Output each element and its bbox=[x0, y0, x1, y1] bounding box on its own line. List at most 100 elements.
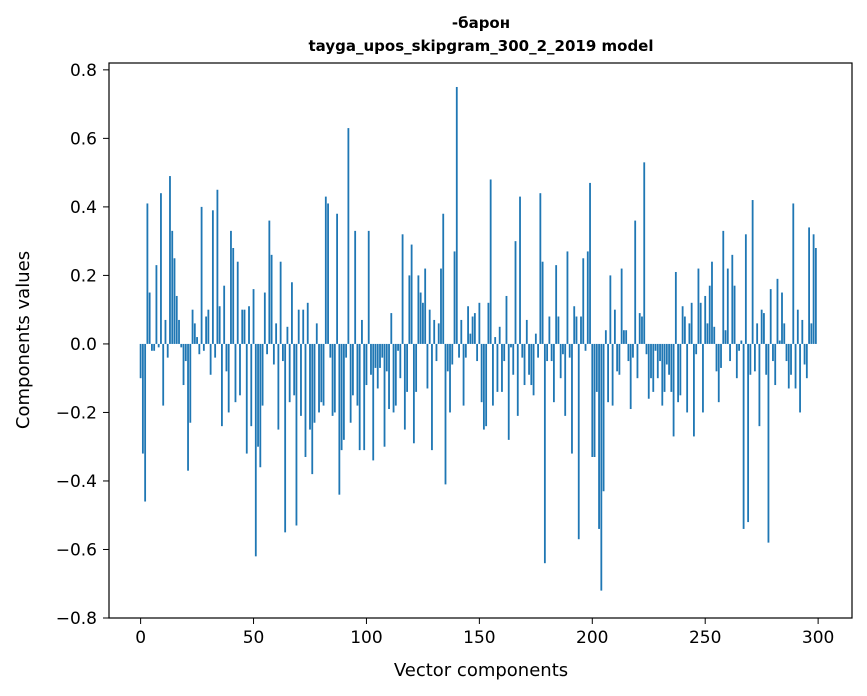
bar bbox=[433, 319, 436, 344]
bar bbox=[354, 230, 357, 344]
bar bbox=[442, 213, 445, 344]
bar bbox=[697, 268, 700, 344]
bar bbox=[604, 330, 607, 344]
bar bbox=[487, 302, 490, 344]
y-tick-label: 0.8 bbox=[70, 61, 97, 81]
bar bbox=[573, 306, 576, 344]
bar bbox=[503, 343, 506, 362]
bar bbox=[577, 343, 580, 540]
bar bbox=[686, 343, 689, 413]
bar bbox=[575, 316, 578, 344]
bar bbox=[792, 203, 795, 344]
bar bbox=[568, 343, 571, 358]
bar bbox=[607, 343, 609, 403]
bar bbox=[151, 343, 153, 351]
bar bbox=[688, 323, 691, 344]
x-tick-label: 100 bbox=[350, 628, 382, 648]
bar bbox=[733, 285, 736, 344]
bar bbox=[760, 309, 763, 344]
bar bbox=[672, 343, 675, 437]
bar bbox=[372, 343, 375, 461]
bar bbox=[227, 343, 230, 413]
bar bbox=[239, 343, 241, 396]
bar bbox=[243, 309, 246, 344]
bar bbox=[586, 251, 589, 344]
bar bbox=[620, 268, 623, 344]
bar bbox=[248, 306, 250, 344]
bar bbox=[304, 343, 307, 457]
bar bbox=[492, 343, 494, 406]
bar bbox=[291, 282, 293, 344]
bar bbox=[498, 326, 501, 344]
bar bbox=[618, 343, 621, 375]
bar bbox=[571, 343, 573, 454]
bar bbox=[747, 343, 750, 523]
bar bbox=[221, 343, 223, 427]
bar bbox=[399, 343, 402, 379]
bar bbox=[211, 210, 214, 344]
bar bbox=[162, 343, 165, 406]
bar bbox=[790, 343, 792, 375]
bar bbox=[650, 343, 652, 379]
x-tick-label: 50 bbox=[243, 628, 265, 648]
bar bbox=[729, 343, 731, 362]
bar bbox=[738, 343, 740, 351]
bar bbox=[611, 343, 614, 406]
bar bbox=[449, 343, 451, 413]
bar bbox=[654, 343, 657, 351]
x-axis-label: Vector components bbox=[394, 660, 568, 681]
bar bbox=[340, 343, 343, 451]
bar bbox=[805, 343, 808, 379]
bar bbox=[320, 343, 323, 403]
bar bbox=[300, 343, 302, 416]
bar bbox=[455, 86, 458, 344]
bar bbox=[613, 309, 616, 344]
bar bbox=[327, 203, 329, 344]
bar bbox=[412, 343, 415, 444]
bar bbox=[580, 316, 582, 344]
x-tick-label: 150 bbox=[463, 628, 495, 648]
y-tick-label: −0.8 bbox=[56, 609, 97, 629]
bar bbox=[557, 316, 560, 344]
bar bbox=[277, 343, 280, 430]
bar bbox=[589, 182, 591, 344]
bar bbox=[331, 343, 334, 416]
bar bbox=[519, 196, 521, 344]
bar bbox=[406, 343, 409, 392]
bar bbox=[715, 343, 718, 372]
bar bbox=[381, 343, 384, 358]
bar bbox=[595, 343, 598, 392]
y-tick-label: 0.6 bbox=[70, 129, 97, 149]
bar bbox=[281, 343, 284, 362]
bar bbox=[625, 330, 628, 344]
bar bbox=[241, 309, 244, 344]
bars-group bbox=[139, 86, 817, 591]
x-tick-label: 250 bbox=[689, 628, 721, 648]
bar bbox=[209, 343, 212, 375]
bar bbox=[318, 343, 320, 413]
bar bbox=[681, 306, 684, 344]
bar bbox=[774, 343, 777, 386]
bar bbox=[552, 343, 555, 403]
bar bbox=[794, 343, 797, 389]
bar bbox=[311, 343, 314, 475]
bar bbox=[293, 343, 296, 396]
bar bbox=[638, 313, 641, 344]
bar bbox=[392, 343, 395, 413]
bar bbox=[437, 323, 440, 344]
bar bbox=[345, 343, 348, 358]
bar bbox=[550, 343, 553, 362]
bar bbox=[528, 343, 530, 375]
bar bbox=[476, 343, 479, 362]
bar bbox=[496, 343, 499, 392]
bar bbox=[478, 302, 481, 344]
bar bbox=[164, 319, 167, 344]
bar bbox=[584, 343, 587, 351]
bar bbox=[315, 323, 318, 344]
bar bbox=[772, 343, 774, 362]
y-tick-label: −0.2 bbox=[56, 403, 97, 423]
bar bbox=[347, 128, 350, 344]
x-tick-label: 200 bbox=[576, 628, 608, 648]
bar bbox=[717, 343, 720, 403]
bar bbox=[473, 313, 476, 344]
